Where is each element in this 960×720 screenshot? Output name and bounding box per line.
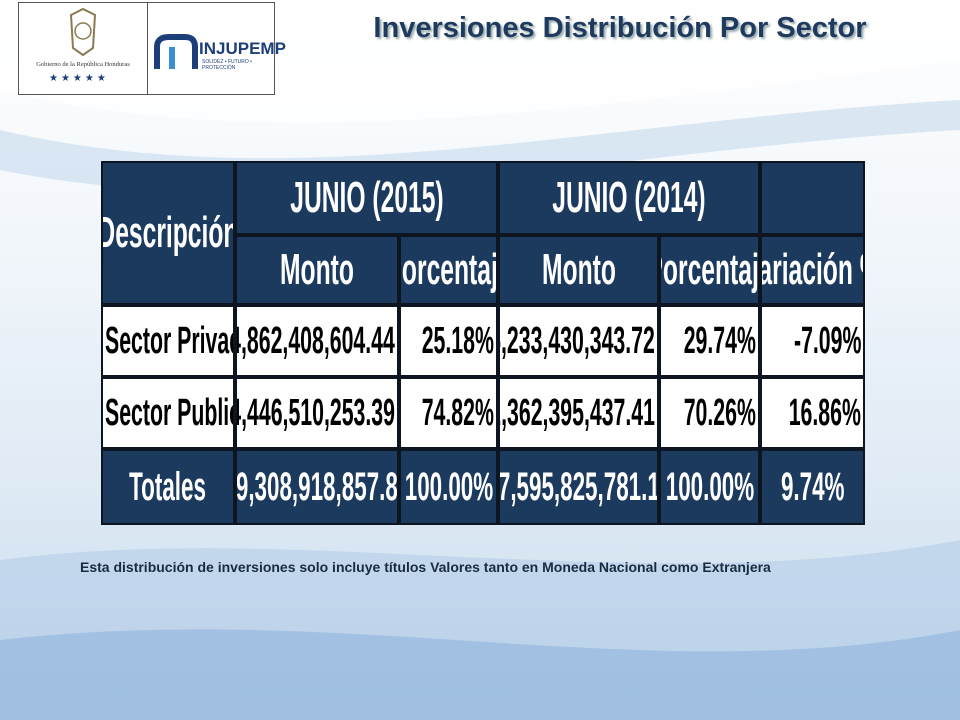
- data-cell: 14,446,510,253.39: [237, 379, 397, 447]
- total-cell: 19,308,918,857.83: [237, 451, 397, 523]
- cell-text: 14,446,510,253.39: [237, 391, 395, 434]
- logo-tagline: SOLIDEZ • FUTURO • PROTECCIÓN: [202, 59, 252, 71]
- slide-title: Inversiones Distribución Por Sector: [373, 12, 867, 44]
- total-cell: 17,595,825,781.13: [500, 451, 657, 523]
- cell-text: -7.09%: [793, 319, 861, 362]
- header-cell: Porcentaje: [661, 237, 758, 303]
- gov-text: Gobierno de la República Honduras: [36, 61, 130, 68]
- header-cell: Variación %: [762, 237, 863, 303]
- logo-text: INJUPEMP: [199, 39, 286, 58]
- data-cell: 12,362,395,437.41: [500, 379, 657, 447]
- header-cell: [762, 163, 863, 233]
- cell-text: Descripción: [103, 208, 233, 257]
- cell-text: Porcentaje: [401, 245, 496, 294]
- data-cell: Sector Privado: [103, 307, 233, 375]
- divider: [147, 3, 148, 94]
- cell-text: 4,862,408,604.44: [237, 319, 395, 362]
- cell-text: 12,362,395,437.41: [500, 391, 655, 434]
- header-cell: JUNIO (2015): [237, 163, 496, 233]
- data-cell: 29.74%: [661, 307, 758, 375]
- cell-text: 100.00%: [404, 464, 493, 509]
- cell-text: 9.74%: [780, 464, 845, 509]
- cell-text: Monto: [280, 245, 354, 294]
- cell-text: Sector Publico: [105, 391, 233, 434]
- header-cell: Monto: [237, 237, 397, 303]
- data-cell: 74.82%: [401, 379, 496, 447]
- cell-text: 70.26%: [683, 391, 756, 434]
- header-cell: Monto: [500, 237, 657, 303]
- logos: Gobierno de la República Honduras ★★★★★ …: [18, 2, 286, 95]
- total-cell: 100.00%: [661, 451, 758, 523]
- cell-text: 29.74%: [683, 319, 756, 362]
- header-cell: Porcentaje: [401, 237, 496, 303]
- header-cell: JUNIO (2014): [500, 163, 758, 233]
- cell-text: 74.82%: [421, 391, 494, 434]
- cell-text: Porcentaje: [661, 245, 758, 294]
- cell-text: 16.86%: [788, 391, 861, 434]
- cell-text: JUNIO (2015): [289, 173, 444, 222]
- cell-text: 5,233,430,343.72: [500, 319, 655, 362]
- cell-text: 19,308,918,857.83: [237, 464, 397, 509]
- cell-text: Monto: [541, 245, 616, 294]
- data-cell: 16.86%: [762, 379, 863, 447]
- coat-of-arms: [69, 7, 97, 57]
- header-cell: Descripción: [103, 163, 233, 303]
- cell-text: 100.00%: [665, 464, 754, 509]
- injupemp-icon: [154, 34, 198, 69]
- cell-text: 17,595,825,781.13: [500, 464, 657, 509]
- data-cell: 5,233,430,343.72: [500, 307, 657, 375]
- cell-text: Totales: [129, 464, 207, 509]
- note: Esta distribución de inversiones solo in…: [80, 559, 771, 575]
- table: Descripción JUNIO (2015) JUNIO (2014) Monto…: [101, 161, 865, 525]
- cell-text: 25.18%: [421, 319, 494, 362]
- total-cell: 9.74%: [762, 451, 863, 523]
- total-cell: 100.00%: [401, 451, 496, 523]
- cell-text: Variación %: [762, 245, 863, 294]
- cell-text: Sector Privado: [105, 319, 233, 362]
- data-cell: 25.18%: [401, 307, 496, 375]
- cell-text: JUNIO (2014): [552, 173, 706, 222]
- stars: ★★★★★: [49, 73, 109, 84]
- data-cell: -7.09%: [762, 307, 863, 375]
- data-cell: 70.26%: [661, 379, 758, 447]
- total-cell: Totales: [103, 451, 233, 523]
- data-cell: Sector Publico: [103, 379, 233, 447]
- data-cell: 4,862,408,604.44: [237, 307, 397, 375]
